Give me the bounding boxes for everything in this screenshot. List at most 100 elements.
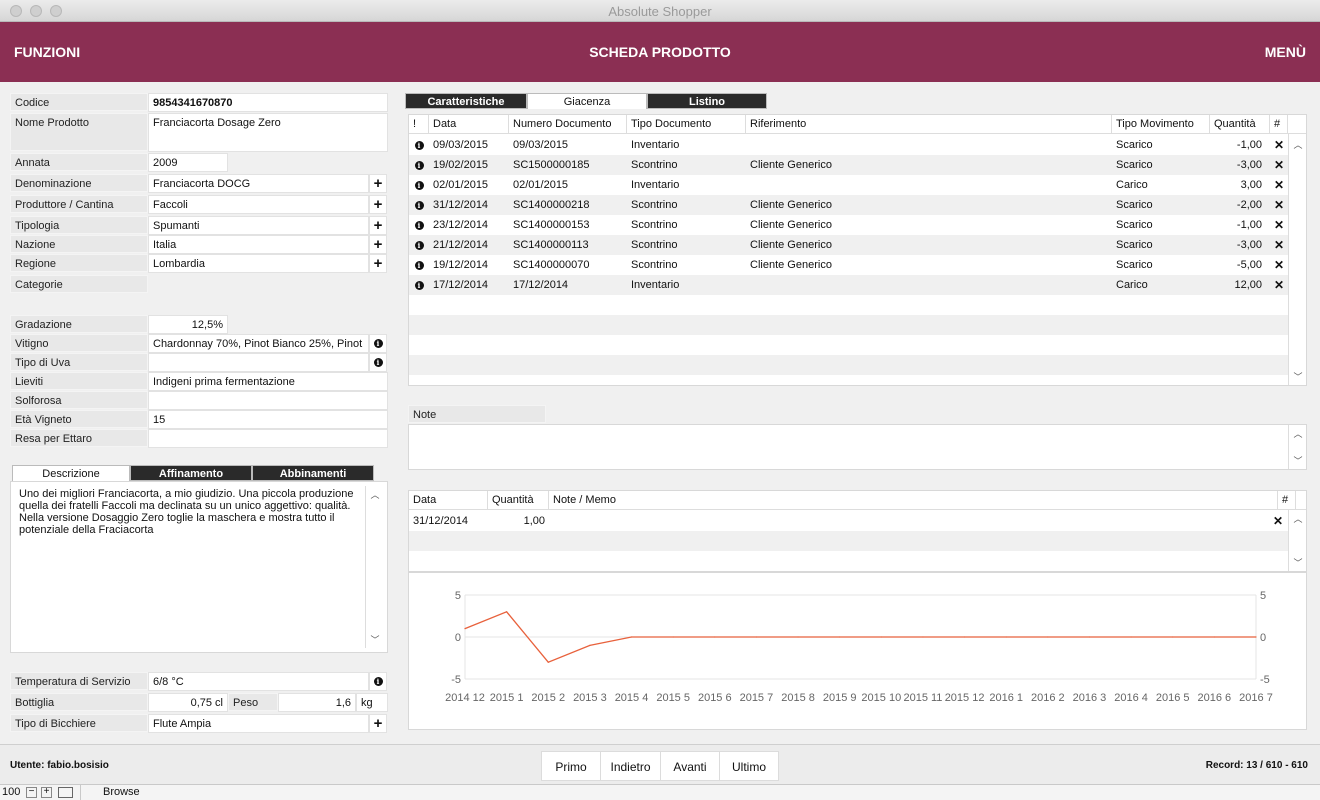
regione-field[interactable]: Lombardia: [148, 254, 369, 273]
mode-label[interactable]: Browse: [103, 786, 140, 798]
categorie-field[interactable]: [148, 275, 388, 294]
table-row[interactable]: i 17/12/2014 17/12/2014 Inventario Carico 12,…: [409, 275, 1288, 295]
info-icon[interactable]: i: [414, 281, 424, 290]
solforosa-field[interactable]: [148, 391, 388, 410]
table-row[interactable]: i 09/03/2015 09/03/2015 Inventario Scarico -1…: [409, 135, 1288, 155]
zoom-window-button[interactable]: [50, 5, 62, 17]
chevron-up-icon[interactable]: ︿: [370, 490, 380, 500]
tipo-uva-info-button[interactable]: i: [369, 353, 387, 372]
col-memo-data[interactable]: Data: [409, 491, 488, 510]
memo-row[interactable]: 31/12/2014 1,00 ✕: [409, 511, 1288, 531]
close-window-button[interactable]: [10, 5, 22, 17]
tab-affinamento[interactable]: Affinamento: [130, 465, 252, 481]
chevron-down-icon[interactable]: ﹀: [1293, 372, 1303, 382]
tipo-uva-field[interactable]: [148, 353, 369, 372]
add-tipologia-button[interactable]: +: [369, 216, 387, 235]
peso-field[interactable]: 1,6: [278, 693, 356, 712]
add-bicchiere-button[interactable]: +: [369, 714, 387, 733]
info-icon[interactable]: i: [414, 241, 424, 250]
resa-ettaro-field[interactable]: [148, 429, 388, 448]
note-scrollbar[interactable]: ︿ ﹀: [1288, 425, 1306, 469]
nazione-field[interactable]: Italia: [148, 235, 369, 254]
delete-row-icon[interactable]: ✕: [1273, 158, 1285, 172]
tab-caratteristiche[interactable]: Caratteristiche: [405, 93, 527, 109]
memo-scrollbar[interactable]: ︿ ﹀: [1288, 510, 1306, 571]
tab-giacenza[interactable]: Giacenza: [527, 93, 647, 109]
minimize-window-button[interactable]: [30, 5, 42, 17]
table-row[interactable]: i 21/12/2014 SC1400000113 Scontrino Cliente …: [409, 235, 1288, 255]
chevron-down-icon[interactable]: ﹀: [1293, 456, 1303, 466]
vitigno-field[interactable]: Chardonnay 70%, Pinot Bianco 25%, Pinot: [148, 334, 369, 353]
col-memo-hash[interactable]: #: [1278, 491, 1296, 510]
note-field[interactable]: ︿ ﹀: [408, 424, 1307, 470]
bicchiere-field[interactable]: Flute Ampia: [148, 714, 369, 733]
gradazione-field[interactable]: 12,5%: [148, 315, 228, 334]
movimenti-scrollbar[interactable]: ︿ ﹀: [1288, 134, 1306, 385]
chevron-down-icon[interactable]: ﹀: [370, 635, 380, 645]
info-icon[interactable]: i: [414, 161, 424, 170]
temperatura-field[interactable]: 6/8 °C: [148, 672, 369, 691]
descrizione-scrollbar[interactable]: ︿ ﹀: [365, 486, 383, 648]
tab-listino[interactable]: Listino: [647, 93, 767, 109]
bottiglia-field[interactable]: 0,75 cl: [148, 693, 228, 712]
codice-field[interactable]: 9854341670870: [148, 93, 388, 112]
table-row[interactable]: i 02/01/2015 02/01/2015 Inventario Carico 3,0…: [409, 175, 1288, 195]
vitigno-info-button[interactable]: i: [369, 334, 387, 353]
info-icon[interactable]: i: [414, 181, 424, 190]
lieviti-field[interactable]: Indigeni prima fermentazione: [148, 372, 388, 391]
delete-row-icon[interactable]: ✕: [1273, 278, 1285, 292]
col-quantita[interactable]: Quantità: [1210, 115, 1270, 134]
info-icon[interactable]: i: [414, 141, 424, 150]
zoom-in-icon[interactable]: +: [41, 787, 52, 798]
add-produttore-button[interactable]: +: [369, 195, 387, 214]
table-row[interactable]: i 19/02/2015 SC1500000185 Scontrino Cliente …: [409, 155, 1288, 175]
chevron-up-icon[interactable]: ︿: [1293, 140, 1303, 150]
col-memo-note[interactable]: Note / Memo: [549, 491, 1278, 510]
table-row[interactable]: i 31/12/2014 SC1400000218 Scontrino Cliente …: [409, 195, 1288, 215]
tab-descrizione[interactable]: Descrizione: [12, 465, 130, 481]
zoom-level[interactable]: 100: [2, 786, 21, 798]
delete-row-icon[interactable]: ✕: [1273, 258, 1285, 272]
menu-button[interactable]: MENÙ: [1264, 44, 1306, 60]
tab-abbinamenti[interactable]: Abbinamenti: [252, 465, 374, 481]
tipologia-field[interactable]: Spumanti: [148, 216, 369, 235]
chevron-up-icon[interactable]: ︿: [1293, 429, 1303, 439]
add-denominazione-button[interactable]: +: [369, 174, 387, 193]
table-row[interactable]: i 19/12/2014 SC1400000070 Scontrino Cliente …: [409, 255, 1288, 275]
zoom-out-icon[interactable]: −: [26, 787, 37, 798]
denominazione-field[interactable]: Franciacorta DOCG: [148, 174, 369, 193]
indietro-button[interactable]: Indietro: [600, 751, 661, 781]
col-tipo-movimento[interactable]: Tipo Movimento: [1112, 115, 1210, 134]
info-icon[interactable]: i: [414, 261, 424, 270]
delete-row-icon[interactable]: ✕: [1273, 198, 1285, 212]
delete-memo-icon[interactable]: ✕: [1272, 514, 1284, 528]
col-numero-documento[interactable]: Numero Documento: [509, 115, 627, 134]
primo-button[interactable]: Primo: [541, 751, 601, 781]
delete-row-icon[interactable]: ✕: [1273, 138, 1285, 152]
table-row[interactable]: i 23/12/2014 SC1400000153 Scontrino Cliente …: [409, 215, 1288, 235]
chevron-up-icon[interactable]: ︿: [1293, 514, 1303, 524]
info-icon[interactable]: i: [414, 221, 424, 230]
avanti-button[interactable]: Avanti: [660, 751, 720, 781]
produttore-field[interactable]: Faccoli: [148, 195, 369, 214]
col-riferimento[interactable]: Riferimento: [746, 115, 1112, 134]
col-alert[interactable]: !: [409, 115, 429, 134]
toggle-toolbar-icon[interactable]: [58, 787, 73, 798]
add-nazione-button[interactable]: +: [369, 235, 387, 254]
descrizione-textarea[interactable]: Uno dei migliori Franciacorta, a mio giu…: [19, 488, 354, 536]
temperatura-info-button[interactable]: i: [369, 672, 387, 691]
ultimo-button[interactable]: Ultimo: [719, 751, 779, 781]
nome-prodotto-field[interactable]: Franciacorta Dosage Zero: [148, 113, 388, 152]
eta-vigneto-field[interactable]: 15: [148, 410, 388, 429]
col-memo-quantita[interactable]: Quantità: [488, 491, 549, 510]
add-regione-button[interactable]: +: [369, 254, 387, 273]
delete-row-icon[interactable]: ✕: [1273, 238, 1285, 252]
delete-row-icon[interactable]: ✕: [1273, 178, 1285, 192]
delete-row-icon[interactable]: ✕: [1273, 218, 1285, 232]
chevron-down-icon[interactable]: ﹀: [1293, 558, 1303, 568]
info-icon[interactable]: i: [414, 201, 424, 210]
col-tipo-documento[interactable]: Tipo Documento: [627, 115, 746, 134]
funzioni-button[interactable]: FUNZIONI: [14, 44, 81, 60]
annata-field[interactable]: 2009: [148, 153, 228, 172]
col-hash[interactable]: #: [1270, 115, 1288, 134]
